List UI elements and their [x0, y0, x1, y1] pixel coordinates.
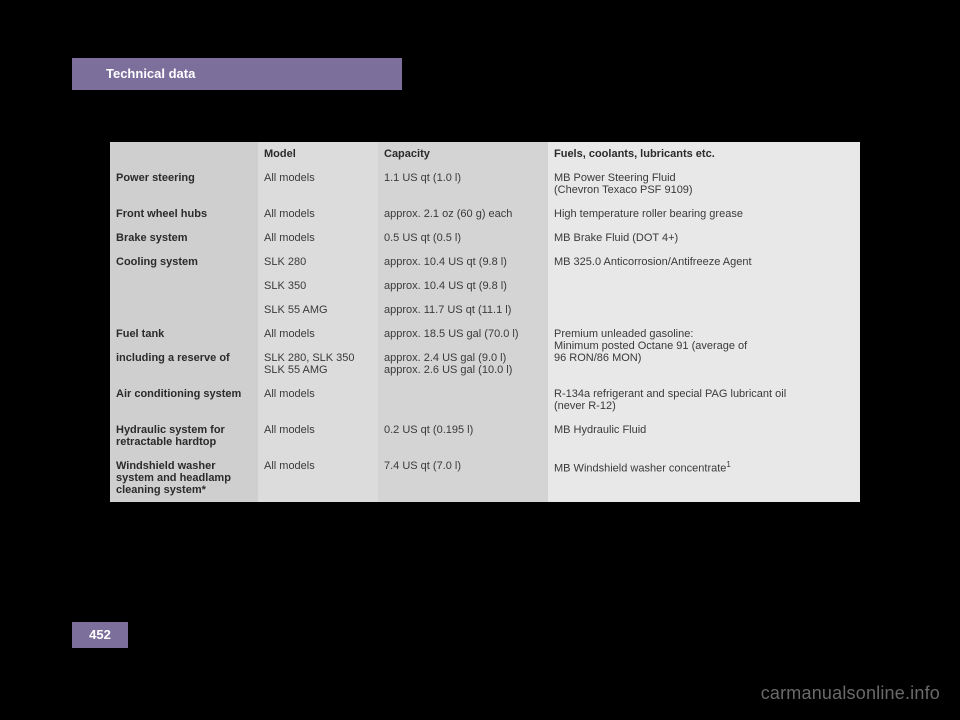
- model-line: SLK 280, SLK 350: [264, 352, 355, 364]
- footnote-sup: 1: [726, 460, 730, 469]
- fuel-line: MB Windshield washer concentrate: [554, 463, 726, 475]
- cell-fuel: Premium unleaded gasoline: Minimum poste…: [548, 322, 860, 382]
- cell-item: Air conditioning system: [110, 382, 258, 418]
- cell-model: All models: [258, 202, 378, 226]
- fuel-line: Premium unleaded gasoline:: [554, 328, 693, 340]
- col-header-item: [110, 142, 258, 166]
- cell-item: Front wheel hubs: [110, 202, 258, 226]
- page-number: 452: [89, 627, 111, 642]
- cell-item: including a reserve of: [110, 346, 258, 382]
- item-line: Hydraulic system for: [116, 424, 225, 436]
- cell-capacity: approx. 2.4 US gal (9.0 l) approx. 2.6 U…: [378, 346, 548, 382]
- fuel-line: R-134a refrigerant and special PAG lubri…: [554, 388, 786, 400]
- cell-fuel: High temperature roller bearing grease: [548, 202, 860, 226]
- watermark-text: carmanualsonline.info: [761, 683, 940, 704]
- cell-model: SLK 280, SLK 350 SLK 55 AMG: [258, 346, 378, 382]
- capacity-line: approx. 2.4 US gal (9.0 l): [384, 352, 506, 364]
- cell-capacity: 7.4 US qt (7.0 l): [378, 454, 548, 502]
- cell-fuel: MB Brake Fluid (DOT 4+): [548, 226, 860, 250]
- cell-capacity: approx. 2.1 oz (60 g) each: [378, 202, 548, 226]
- item-line: retractable hardtop: [116, 436, 216, 448]
- table-header-row: Model Capacity Fuels, coolants, lubrican…: [110, 142, 860, 166]
- page-number-box: 452: [72, 622, 128, 648]
- cell-fuel: MB 325.0 Anticorrosion/Antifreeze Agent: [548, 250, 860, 322]
- cell-item: Brake system: [110, 226, 258, 250]
- model-line: SLK 55 AMG: [264, 364, 328, 376]
- capacity-line: approx. 2.6 US gal (10.0 l): [384, 364, 512, 376]
- section-header-tab: Technical data: [72, 58, 402, 90]
- item-line: cleaning system*: [116, 484, 206, 496]
- technical-data-table-container: Model Capacity Fuels, coolants, lubrican…: [110, 142, 860, 502]
- technical-data-table: Model Capacity Fuels, coolants, lubrican…: [110, 142, 860, 502]
- table-row: Power steering All models 1.1 US qt (1.0…: [110, 166, 860, 202]
- cell-capacity: approx. 10.4 US qt (9.8 l): [378, 274, 548, 298]
- col-header-fuel: Fuels, coolants, lubricants etc.: [548, 142, 860, 166]
- cell-model: All models: [258, 322, 378, 346]
- col-header-capacity: Capacity: [378, 142, 548, 166]
- section-title: Technical data: [106, 66, 195, 81]
- table-row: Air conditioning system All models R-134…: [110, 382, 860, 418]
- cell-model: All models: [258, 454, 378, 502]
- fuel-line: Minimum posted Octane 91 (average of: [554, 340, 747, 352]
- table-row: Fuel tank All models approx. 18.5 US gal…: [110, 322, 860, 346]
- cell-capacity: 1.1 US qt (1.0 l): [378, 166, 548, 202]
- cell-capacity: approx. 10.4 US qt (9.8 l): [378, 250, 548, 274]
- fuel-line: (Chevron Texaco PSF 9109): [554, 184, 693, 196]
- cell-item: Cooling system: [110, 250, 258, 322]
- cell-fuel: R-134a refrigerant and special PAG lubri…: [548, 382, 860, 418]
- table-row: Windshield washer system and headlamp cl…: [110, 454, 860, 502]
- cell-fuel: MB Windshield washer concentrate1: [548, 454, 860, 502]
- fuel-line: MB Power Steering Fluid: [554, 172, 676, 184]
- cell-item: Hydraulic system for retractable hardtop: [110, 418, 258, 454]
- cell-capacity: 0.5 US qt (0.5 l): [378, 226, 548, 250]
- cell-model: All models: [258, 418, 378, 454]
- cell-item: Fuel tank: [110, 322, 258, 346]
- table-row: Brake system All models 0.5 US qt (0.5 l…: [110, 226, 860, 250]
- cell-model: SLK 350: [258, 274, 378, 298]
- cell-model: All models: [258, 166, 378, 202]
- cell-capacity: approx. 18.5 US gal (70.0 l): [378, 322, 548, 346]
- cell-model: All models: [258, 226, 378, 250]
- col-header-model: Model: [258, 142, 378, 166]
- table-row: Front wheel hubs All models approx. 2.1 …: [110, 202, 860, 226]
- fuel-line: (never R-12): [554, 400, 616, 412]
- cell-capacity: 0.2 US qt (0.195 l): [378, 418, 548, 454]
- cell-fuel: MB Hydraulic Fluid: [548, 418, 860, 454]
- cell-capacity: [378, 382, 548, 418]
- table-row: Cooling system SLK 280 approx. 10.4 US q…: [110, 250, 860, 274]
- cell-model: SLK 280: [258, 250, 378, 274]
- cell-capacity: approx. 11.7 US qt (11.1 l): [378, 298, 548, 322]
- cell-item: Windshield washer system and headlamp cl…: [110, 454, 258, 502]
- cell-model: All models: [258, 382, 378, 418]
- item-line: Windshield washer: [116, 460, 216, 472]
- cell-fuel: MB Power Steering Fluid (Chevron Texaco …: [548, 166, 860, 202]
- table-row: Hydraulic system for retractable hardtop…: [110, 418, 860, 454]
- fuel-line: 96 RON/86 MON): [554, 352, 641, 364]
- cell-item: Power steering: [110, 166, 258, 202]
- cell-model: SLK 55 AMG: [258, 298, 378, 322]
- item-line: system and headlamp: [116, 472, 231, 484]
